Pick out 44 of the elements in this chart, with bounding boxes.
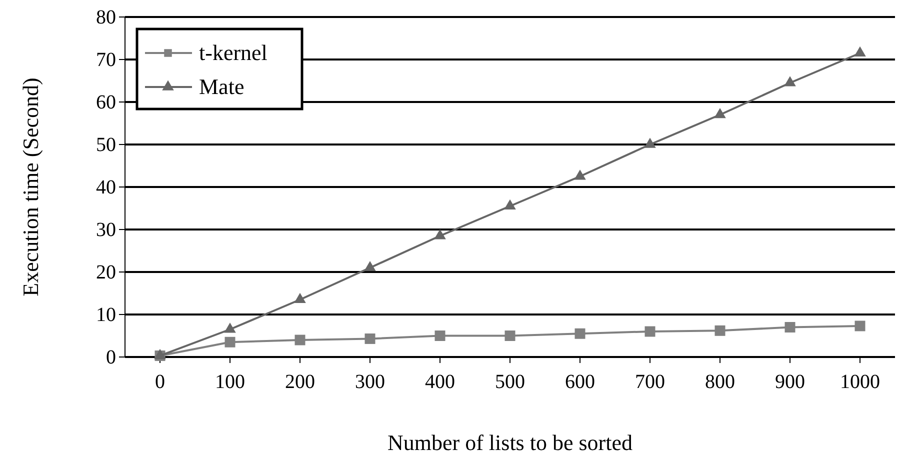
- x-tick-label: 100: [215, 371, 245, 393]
- x-axis-title: Number of lists to be sorted: [387, 430, 633, 455]
- point: [574, 328, 586, 339]
- y-tick-label: 30: [96, 218, 116, 241]
- point: [644, 138, 656, 148]
- point: [784, 322, 796, 332]
- y-tick-label: 60: [96, 91, 116, 114]
- x-tick-label: 400: [425, 371, 455, 393]
- x-tick-label: 500: [495, 371, 525, 393]
- y-axis-title: Execution time (Second): [18, 78, 43, 296]
- x-tick-label: 1000: [840, 371, 880, 393]
- x-tick-label: 600: [565, 371, 595, 393]
- point: [294, 292, 306, 304]
- point: [714, 108, 726, 118]
- y-tick-label: 10: [96, 304, 116, 326]
- legend-label: Mate: [199, 74, 244, 99]
- y-tick-label: 50: [96, 134, 116, 156]
- point: [854, 46, 866, 57]
- legend-label: t-kernel: [199, 40, 268, 65]
- point: [294, 334, 306, 346]
- point: [504, 199, 516, 210]
- y-tick-label: 0: [106, 346, 116, 368]
- y-tick-label: 40: [96, 176, 116, 198]
- point: [224, 322, 236, 333]
- y-tick-label: 20: [96, 261, 116, 284]
- point: [364, 333, 376, 344]
- point: [784, 76, 796, 86]
- x-tick-label: 300: [355, 371, 385, 393]
- point: [224, 336, 236, 348]
- point: [434, 330, 446, 341]
- x-tick-label: 0: [155, 371, 165, 393]
- x-tick-label: 900: [775, 371, 805, 393]
- x-tick-label: 200: [285, 371, 315, 393]
- y-tick-label: 80: [96, 6, 116, 28]
- point: [434, 229, 446, 240]
- point: [644, 326, 656, 337]
- point: [854, 320, 866, 332]
- point: [364, 260, 376, 272]
- x-tick-label: 800: [705, 371, 735, 393]
- y-tick-label: 70: [96, 48, 116, 71]
- point: [504, 330, 516, 341]
- x-tick-label: 700: [635, 371, 665, 393]
- point: [574, 170, 586, 180]
- point: [714, 325, 726, 336]
